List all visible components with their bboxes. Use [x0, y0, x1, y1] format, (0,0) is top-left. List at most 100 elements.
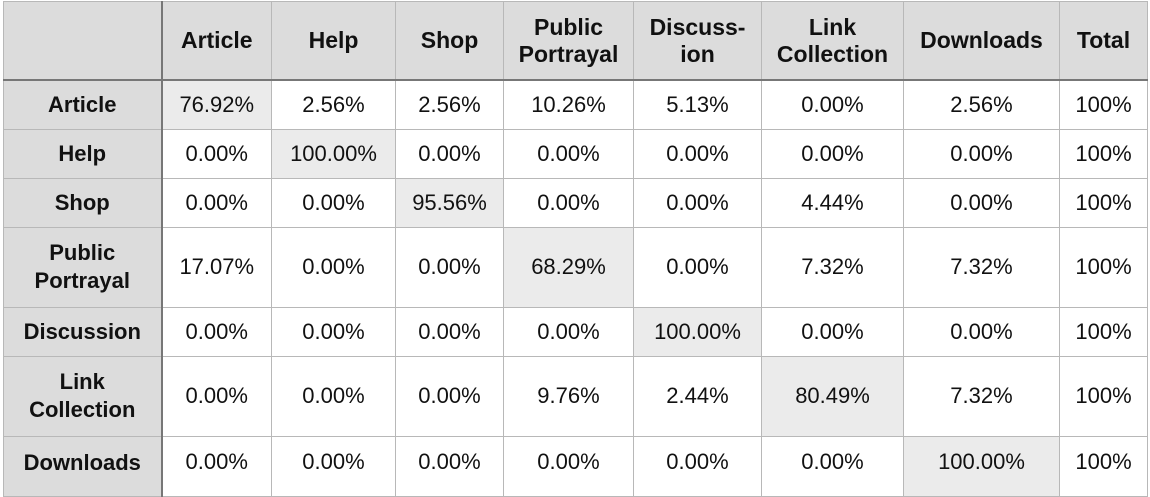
table-cell: 76.92% [161, 79, 272, 130]
row-header-text: Downloads [23, 449, 141, 475]
table-cell: 0.00% [395, 355, 504, 437]
table-cell: 100% [1059, 355, 1148, 437]
table-cell: 0.00% [633, 435, 762, 497]
column-header-text: Shop [420, 27, 479, 53]
table-cell: 0.00% [161, 355, 272, 437]
table-cell: 0.00% [271, 177, 396, 228]
table-cell: 0.00% [761, 79, 904, 130]
row-header: Discussion [3, 306, 163, 357]
table-cell: 0.00% [903, 128, 1060, 179]
column-header-total: Total [1059, 1, 1148, 81]
table-cell: 2.56% [395, 79, 504, 130]
row-header: Public Portrayal [3, 226, 163, 308]
column-header-text: Downloads [920, 27, 1043, 53]
table-cell: 0.00% [395, 306, 504, 357]
column-header-text: Article [180, 27, 253, 53]
table-cell: 7.32% [761, 226, 904, 308]
table-cell: 0.00% [503, 306, 634, 357]
table-cell: 0.00% [161, 435, 272, 497]
table-cell: 100.00% [903, 435, 1060, 497]
table-cell: 68.29% [503, 226, 634, 308]
table-cell: 100% [1059, 435, 1148, 497]
table-cell: 0.00% [271, 226, 396, 308]
header-row: Article Help Shop Public Portrayal Discuss-io… [3, 1, 1148, 81]
row-header-text: Link [59, 369, 105, 394]
table-row: Help 0.00% 100.00% 0.00% 0.00% 0.00% 0.00% 0.00… [3, 128, 1148, 179]
column-header-downloads: Downloads [903, 1, 1060, 81]
column-header-article: Article [161, 1, 272, 81]
column-header-text: ion [680, 40, 715, 67]
column-header-help: Help [271, 1, 396, 81]
row-header-text: Public [49, 240, 116, 265]
table-cell: 9.76% [503, 355, 634, 437]
column-header-text: Portrayal [518, 40, 619, 67]
column-header-text: Total [1076, 27, 1131, 53]
table-cell: 10.26% [503, 79, 634, 130]
column-header-text: Link [808, 13, 857, 40]
table-cell: 0.00% [633, 177, 762, 228]
table-cell: 4.44% [761, 177, 904, 228]
table-row: Article 76.92% 2.56% 2.56% 10.26% 5.13% 0.00% 2… [3, 79, 1148, 130]
column-header-public-portrayal: Public Portrayal [503, 1, 634, 81]
column-header-text: Public [533, 13, 603, 40]
row-header-text: Portrayal [34, 268, 130, 293]
column-header-discussion: Discuss-ion [633, 1, 762, 81]
table-cell: 0.00% [761, 128, 904, 179]
table-cell: 0.00% [761, 306, 904, 357]
table-cell: 0.00% [761, 435, 904, 497]
table-cell: 0.00% [903, 177, 1060, 228]
table-cell: 7.32% [903, 355, 1060, 437]
table-cell: 0.00% [271, 435, 396, 497]
column-header-text: Collection [776, 40, 889, 67]
table-cell: 100% [1059, 128, 1148, 179]
table-cell: 0.00% [633, 128, 762, 179]
table-row: Public Portrayal 17.07% 0.00% 0.00% 68.29% 0.0… [3, 226, 1148, 308]
column-header-text: Help [308, 27, 359, 53]
table-cell: 0.00% [161, 128, 272, 179]
table-cell: 0.00% [503, 177, 634, 228]
table-cell: 0.00% [503, 435, 634, 497]
table-row: Discussion 0.00% 0.00% 0.00% 0.00% 100.00% 0.0… [3, 306, 1148, 357]
table-cell: 2.56% [271, 79, 396, 130]
table-cell: 0.00% [395, 128, 504, 179]
table-row: Link Collection 0.00% 0.00% 0.00% 9.76% 2.44% 8… [3, 355, 1148, 437]
row-header: Article [3, 79, 163, 130]
table-cell: 17.07% [161, 226, 272, 308]
table-cell: 100% [1059, 177, 1148, 228]
row-header: Link Collection [3, 355, 163, 437]
table-cell: 5.13% [633, 79, 762, 130]
row-header: Shop [3, 177, 163, 228]
row-header: Help [3, 128, 163, 179]
table-cell: 100% [1059, 226, 1148, 308]
table-cell: 0.00% [271, 355, 396, 437]
column-header-text: Discuss- [649, 13, 746, 40]
row-header-text: Collection [29, 397, 136, 422]
row-header-text: Help [58, 140, 107, 166]
table-cell: 100.00% [271, 128, 396, 179]
table-cell: 2.56% [903, 79, 1060, 130]
table-cell: 95.56% [395, 177, 504, 228]
table-cell: 0.00% [903, 306, 1060, 357]
column-header-link-collection: Link Collection [761, 1, 904, 81]
confusion-matrix-table: Article Help Shop Public Portrayal Discuss-io… [3, 1, 1148, 497]
table-cell: 2.44% [633, 355, 762, 437]
table-cell: 0.00% [633, 226, 762, 308]
table-cell: 0.00% [395, 435, 504, 497]
row-header-text: Discussion [23, 318, 141, 344]
column-header-shop: Shop [395, 1, 504, 81]
table-cell: 0.00% [161, 306, 272, 357]
table-cell: 100% [1059, 306, 1148, 357]
table-cell: 0.00% [271, 306, 396, 357]
table-cell: 0.00% [161, 177, 272, 228]
table-cell: 0.00% [395, 226, 504, 308]
corner-cell [3, 1, 163, 81]
table-row: Downloads 0.00% 0.00% 0.00% 0.00% 0.00% 0.00% 1… [3, 435, 1148, 497]
row-header-text: Article [48, 91, 117, 117]
row-header-text: Shop [54, 189, 110, 215]
table-cell: 80.49% [761, 355, 904, 437]
table-cell: 100.00% [633, 306, 762, 357]
table-cell: 0.00% [503, 128, 634, 179]
row-header: Downloads [3, 435, 163, 497]
table-row: Shop 0.00% 0.00% 95.56% 0.00% 0.00% 4.44% 0.00%… [3, 177, 1148, 228]
table-cell: 100% [1059, 79, 1148, 130]
